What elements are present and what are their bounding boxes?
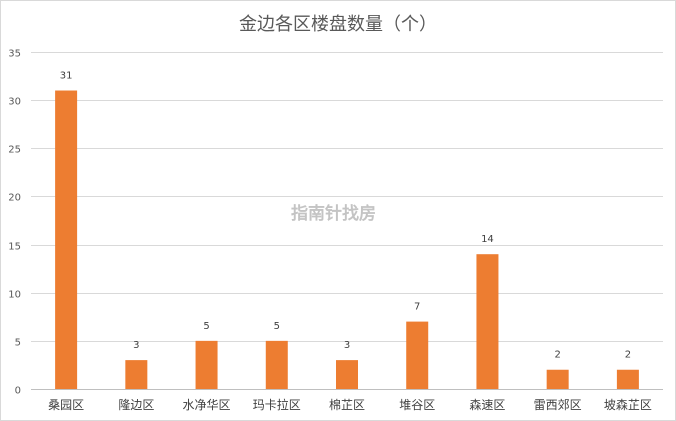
- data-label: 2: [625, 350, 631, 361]
- data-label: 3: [133, 340, 139, 351]
- data-labels: 31 3 5 5 3 7 14 2 2: [60, 71, 631, 361]
- x-tick-label: 水净华区: [183, 398, 231, 412]
- y-tick-label: 15: [8, 242, 21, 253]
- data-label: 2: [554, 350, 560, 361]
- x-tick-label: 桑园区: [48, 398, 84, 412]
- data-label: 14: [481, 234, 494, 245]
- bar: [55, 90, 78, 389]
- bar: [265, 340, 288, 389]
- y-tick-label: 30: [8, 97, 21, 108]
- x-tick-label: 堆谷区: [399, 398, 435, 412]
- y-tick-label: 25: [8, 145, 21, 156]
- bars: [55, 90, 639, 389]
- x-tick-label: 森速区: [469, 397, 505, 412]
- bar: [546, 369, 569, 389]
- data-label: 31: [60, 71, 73, 82]
- data-label: 3: [344, 340, 350, 351]
- y-tick-label: 5: [15, 338, 21, 349]
- x-tick-label: 隆边区: [118, 397, 154, 412]
- data-label: 5: [274, 321, 280, 332]
- data-label: 5: [203, 321, 209, 332]
- y-tick-label: 20: [8, 193, 21, 204]
- bar: [195, 340, 218, 389]
- x-tick-label: 棉芷区: [329, 398, 365, 412]
- data-label: 7: [414, 302, 420, 313]
- x-tick-label: 玛卡拉区: [253, 397, 301, 412]
- watermark-text: 指南针找房: [291, 204, 376, 224]
- x-axis-ticks: 桑园区 隆边区 水净华区 玛卡拉区 棉芷区 堆谷区 森速区 雷西郊区 坡森芷区: [48, 397, 652, 412]
- x-tick-label: 坡森芷区: [604, 397, 652, 412]
- y-tick-label: 35: [8, 49, 21, 60]
- bar: [616, 369, 639, 389]
- bar: [336, 360, 358, 389]
- gridlines: [31, 52, 663, 390]
- y-tick-label: 0: [15, 386, 21, 397]
- y-tick-label: 10: [8, 290, 21, 301]
- chart-title: 金边各区楼盘数量（个）: [239, 14, 437, 35]
- y-axis-ticks: 0 5 10 15 20 25 30 35: [8, 49, 21, 397]
- bar: [406, 321, 429, 389]
- x-tick-label: 雷西郊区: [534, 398, 582, 412]
- bar: [476, 254, 499, 389]
- bar: [125, 360, 148, 389]
